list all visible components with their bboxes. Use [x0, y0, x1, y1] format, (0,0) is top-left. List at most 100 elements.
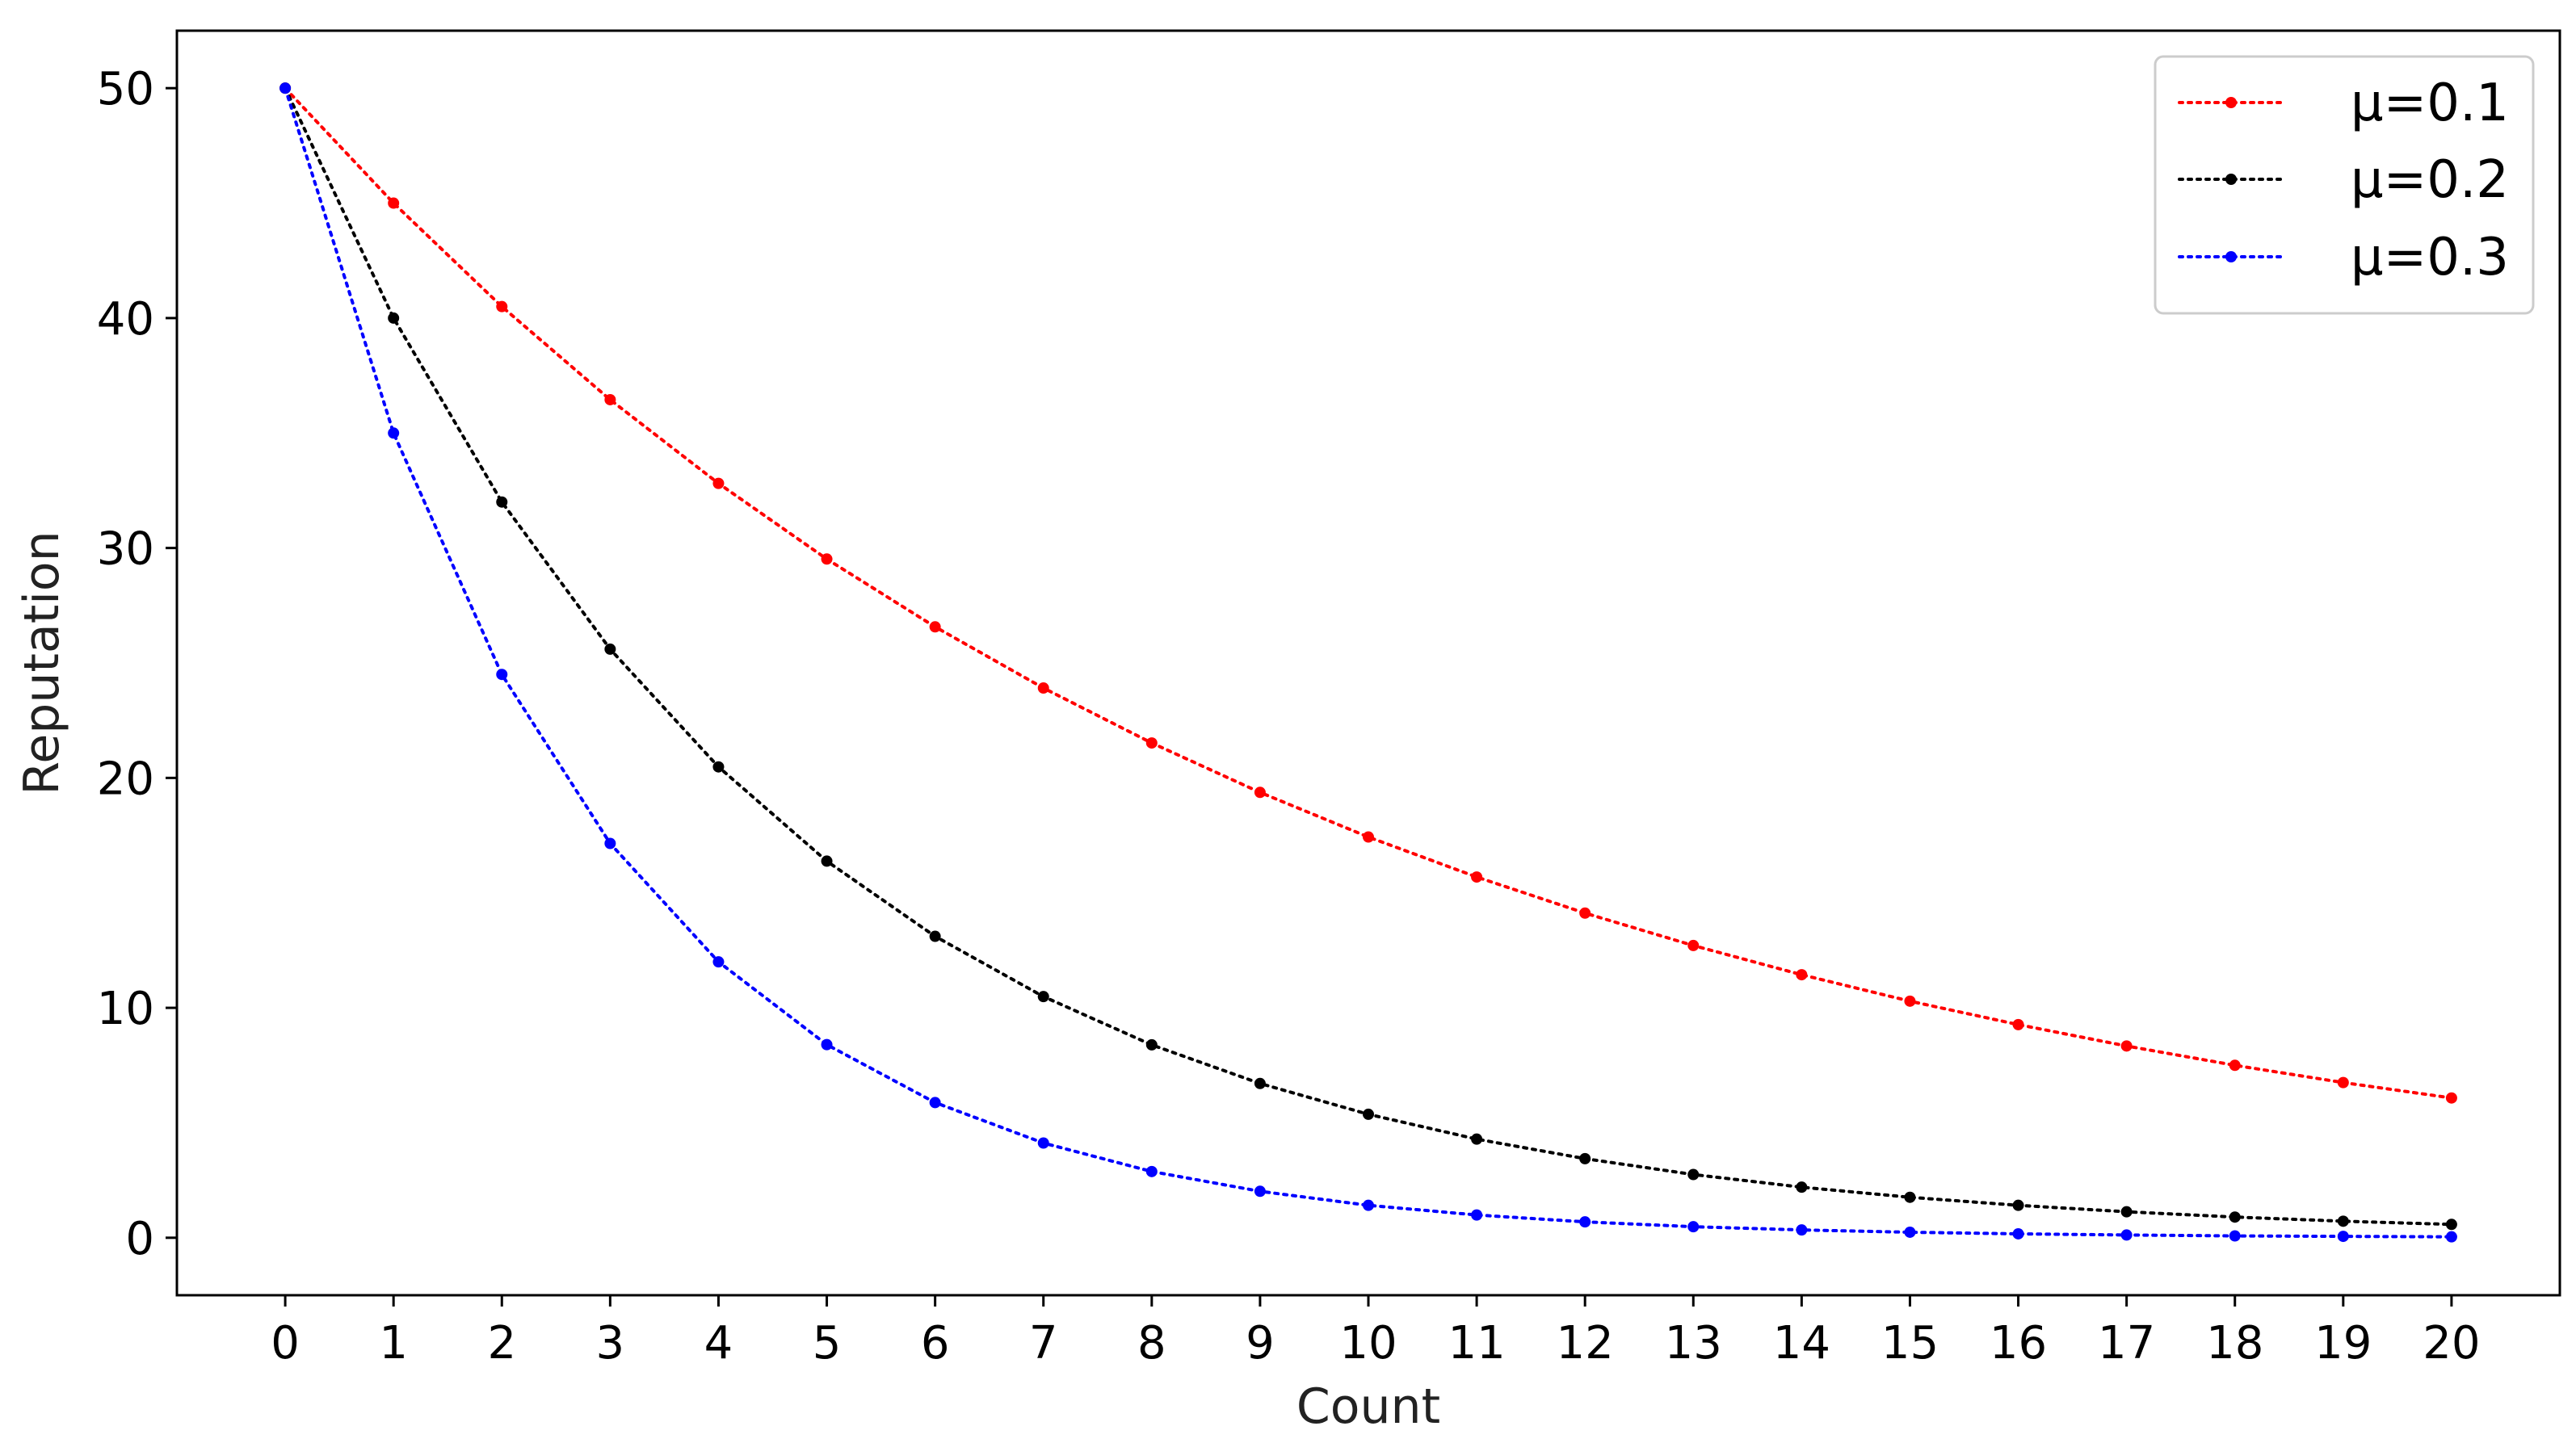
- y-tick-label: 40: [97, 293, 154, 346]
- data-point: [388, 427, 400, 439]
- data-point: [712, 761, 725, 773]
- data-point: [712, 956, 725, 968]
- series-layer: [279, 82, 2457, 1243]
- x-tick-label: 9: [1246, 1317, 1275, 1370]
- data-point: [2229, 1211, 2241, 1223]
- data-point: [821, 553, 833, 565]
- data-point: [2445, 1219, 2457, 1231]
- data-point: [2445, 1092, 2457, 1104]
- data-point: [604, 643, 616, 655]
- data-point: [1904, 1226, 1916, 1238]
- data-point: [821, 1038, 833, 1051]
- y-tick-label: 50: [97, 63, 154, 115]
- x-tick-label: 12: [1557, 1317, 1614, 1370]
- y-tick-label: 30: [97, 523, 154, 576]
- y-tick-label: 20: [97, 753, 154, 805]
- y-axis: 0 10 20 30 40 50: [97, 63, 177, 1265]
- data-point: [1254, 1077, 1266, 1089]
- data-point: [1471, 1209, 1483, 1221]
- y-tick-label: 10: [97, 983, 154, 1035]
- legend-item: μ=0.2: [2178, 150, 2509, 210]
- legend-label: μ=0.3: [2351, 228, 2509, 287]
- data-point: [1145, 1165, 1158, 1177]
- data-point: [929, 621, 941, 633]
- data-point: [2012, 1199, 2024, 1211]
- data-point: [712, 477, 725, 489]
- x-tick-label: 17: [2098, 1317, 2155, 1370]
- x-tick-label: 15: [1881, 1317, 1939, 1370]
- data-point: [496, 669, 508, 681]
- series-line: [284, 86, 2453, 1100]
- data-point: [496, 496, 508, 508]
- data-point: [1254, 1185, 1266, 1198]
- data-point: [2120, 1206, 2133, 1218]
- data-point: [604, 393, 616, 405]
- data-point: [1687, 1221, 1700, 1233]
- legend-item: μ=0.3: [2178, 228, 2509, 287]
- data-point: [2445, 1231, 2457, 1243]
- x-tick-label: 8: [1137, 1317, 1166, 1370]
- data-point: [388, 197, 400, 209]
- data-point: [2337, 1076, 2349, 1089]
- x-axis-label: Count: [1296, 1378, 1440, 1435]
- x-tick-label: 11: [1448, 1317, 1505, 1370]
- x-tick-label: 0: [271, 1317, 300, 1370]
- data-point: [929, 930, 941, 942]
- x-tick-label: 7: [1029, 1317, 1058, 1370]
- data-point: [279, 82, 292, 94]
- x-tick-label: 10: [1339, 1317, 1397, 1370]
- y-tick-label: 0: [125, 1213, 154, 1265]
- x-tick-label: 19: [2314, 1317, 2372, 1370]
- data-point: [2229, 1059, 2241, 1072]
- x-tick-label: 14: [1773, 1317, 1830, 1370]
- data-point: [1471, 871, 1483, 883]
- data-point: [2337, 1215, 2349, 1227]
- x-axis: 0 1 2 3 4 5 6 7 8 9 10 11 12 13 14 15 16 17 18 19 20: [271, 1295, 2481, 1370]
- data-point: [1145, 737, 1158, 749]
- data-point: [1037, 1137, 1049, 1149]
- data-point: [821, 855, 833, 867]
- x-tick-label: 16: [1990, 1317, 2047, 1370]
- series-2: [279, 82, 2457, 1231]
- data-point: [1796, 1224, 1808, 1236]
- legend-swatch-marker: [2225, 251, 2237, 262]
- data-point: [1687, 1168, 1700, 1181]
- data-point: [2012, 1227, 2024, 1240]
- legend-box: [2154, 55, 2535, 315]
- x-tick-label: 20: [2423, 1317, 2480, 1370]
- data-point: [2120, 1040, 2133, 1052]
- data-point: [1363, 831, 1374, 843]
- legend-item: μ=0.1: [2178, 73, 2509, 133]
- x-tick-label: 5: [813, 1317, 842, 1370]
- x-tick-label: 1: [379, 1317, 408, 1370]
- legend-swatch-marker: [2225, 97, 2237, 108]
- x-tick-label: 2: [487, 1317, 516, 1370]
- data-point: [1579, 1216, 1591, 1228]
- data-point: [1037, 682, 1049, 694]
- data-point: [2120, 1229, 2133, 1241]
- legend-label: μ=0.1: [2351, 73, 2509, 133]
- data-point: [604, 837, 616, 849]
- data-point: [1145, 1038, 1158, 1051]
- data-point: [1363, 1108, 1374, 1120]
- series-3: [279, 82, 2457, 1243]
- data-point: [1904, 1191, 1916, 1203]
- data-point: [1037, 991, 1049, 1003]
- legend-swatch-marker: [2225, 174, 2237, 185]
- data-point: [1254, 787, 1266, 799]
- x-tick-label: 4: [704, 1317, 733, 1370]
- data-point: [1363, 1199, 1374, 1211]
- legend-label: μ=0.2: [2351, 150, 2509, 210]
- x-tick-label: 13: [1665, 1317, 1722, 1370]
- data-point: [2229, 1230, 2241, 1242]
- series-line: [284, 86, 2453, 1239]
- data-point: [388, 312, 400, 324]
- data-point: [1579, 907, 1591, 919]
- x-tick-label: 3: [596, 1317, 625, 1370]
- x-tick-label: 18: [2206, 1317, 2263, 1370]
- data-point: [1687, 939, 1700, 951]
- data-point: [1579, 1152, 1591, 1164]
- data-point: [1796, 969, 1808, 981]
- data-point: [2337, 1231, 2349, 1243]
